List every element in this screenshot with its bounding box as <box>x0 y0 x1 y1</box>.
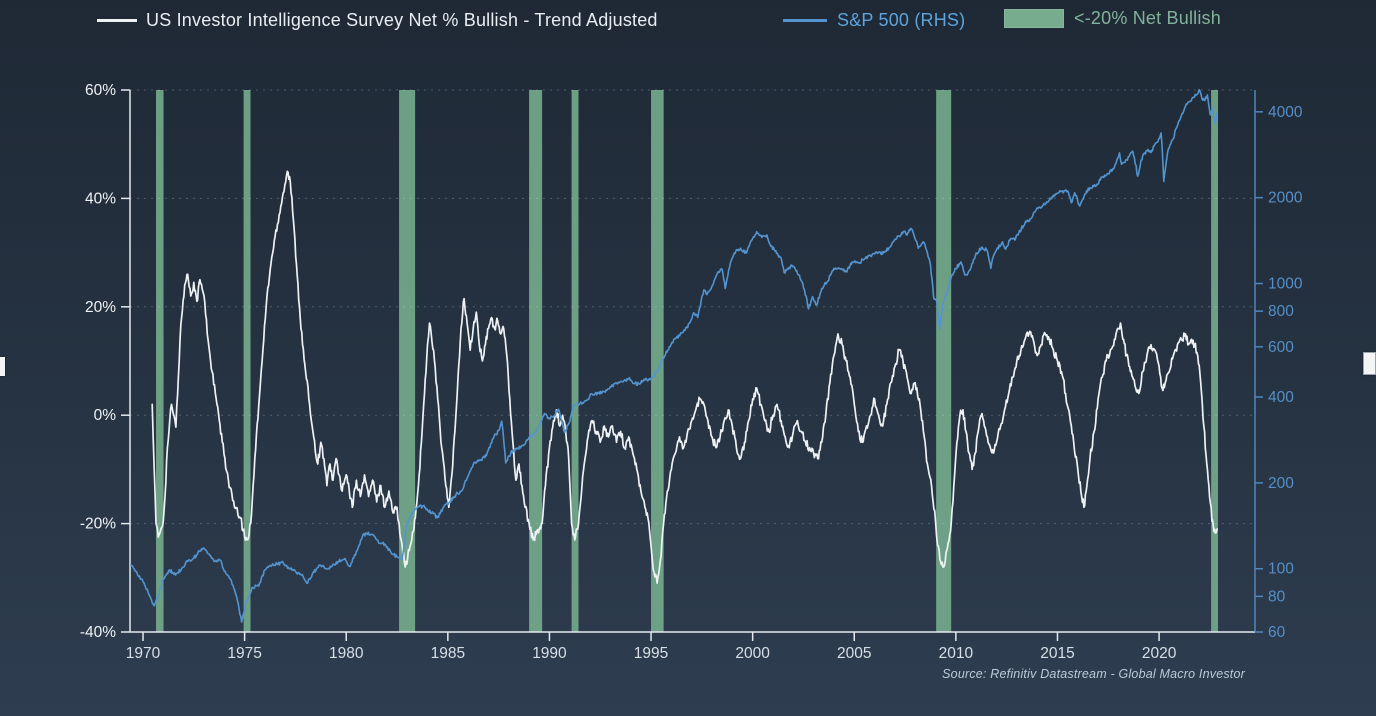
band-region <box>571 90 579 632</box>
band-swatch <box>1004 9 1064 28</box>
x-tick-label: 2000 <box>735 645 770 662</box>
x-tick-label: 2005 <box>837 645 871 662</box>
right-tick-label: 200 <box>1268 475 1294 492</box>
x-tick-label: 2010 <box>939 645 974 662</box>
right-edge-handle[interactable] <box>1363 352 1376 375</box>
x-tick-label: 1995 <box>634 645 668 662</box>
source-credit: Source: Refinitiv Datastream - Global Ma… <box>942 667 1245 681</box>
left-tick-label: -20% <box>80 516 116 533</box>
band-region <box>156 90 164 632</box>
sp500-legend-label: S&P 500 (RHS) <box>837 10 966 30</box>
legend-item-survey: US Investor Intelligence Survey Net % Bu… <box>97 10 658 31</box>
right-tick-label: 600 <box>1268 339 1294 356</box>
left-tick-label: 20% <box>85 299 116 316</box>
legend-item-band: <-20% Net Bullish <box>1004 8 1221 29</box>
survey-line <box>151 170 1218 585</box>
x-tick-label: 1985 <box>431 645 465 662</box>
left-tick-label: -40% <box>80 624 116 641</box>
right-tick-label: 60 <box>1268 624 1286 641</box>
sp500-line <box>130 88 1218 623</box>
left-edge-handle[interactable] <box>0 357 5 376</box>
band-region <box>651 90 664 632</box>
right-tick-label: 2000 <box>1268 190 1303 207</box>
sp500-line-swatch <box>783 19 827 22</box>
left-tick-label: 40% <box>85 190 116 207</box>
right-tick-label: 100 <box>1268 561 1294 578</box>
legend-item-sp500: S&P 500 (RHS) <box>783 10 965 31</box>
band-region <box>243 90 251 632</box>
band-region <box>529 90 543 632</box>
x-tick-label: 1990 <box>532 645 567 662</box>
right-tick-label: 4000 <box>1268 104 1303 121</box>
left-tick-label: 60% <box>85 82 116 99</box>
right-tick-label: 400 <box>1268 389 1294 406</box>
x-tick-label: 1970 <box>126 645 161 662</box>
right-tick-label: 800 <box>1268 303 1294 320</box>
x-tick-label: 2015 <box>1040 645 1074 662</box>
band-region <box>399 90 416 632</box>
right-tick-label: 1000 <box>1268 276 1303 293</box>
x-tick-label: 2020 <box>1142 645 1177 662</box>
band-legend-label: <-20% Net Bullish <box>1074 8 1221 28</box>
right-tick-label: 80 <box>1268 588 1286 605</box>
band-region <box>936 90 952 632</box>
survey-legend-label: US Investor Intelligence Survey Net % Bu… <box>146 10 658 30</box>
survey-line-swatch <box>97 19 137 22</box>
x-tick-label: 1980 <box>329 645 364 662</box>
left-tick-label: 0% <box>94 407 117 424</box>
x-tick-label: 1975 <box>227 645 261 662</box>
band-region <box>1211 90 1219 632</box>
chart-legend: US Investor Intelligence Survey Net % Bu… <box>0 0 1376 48</box>
